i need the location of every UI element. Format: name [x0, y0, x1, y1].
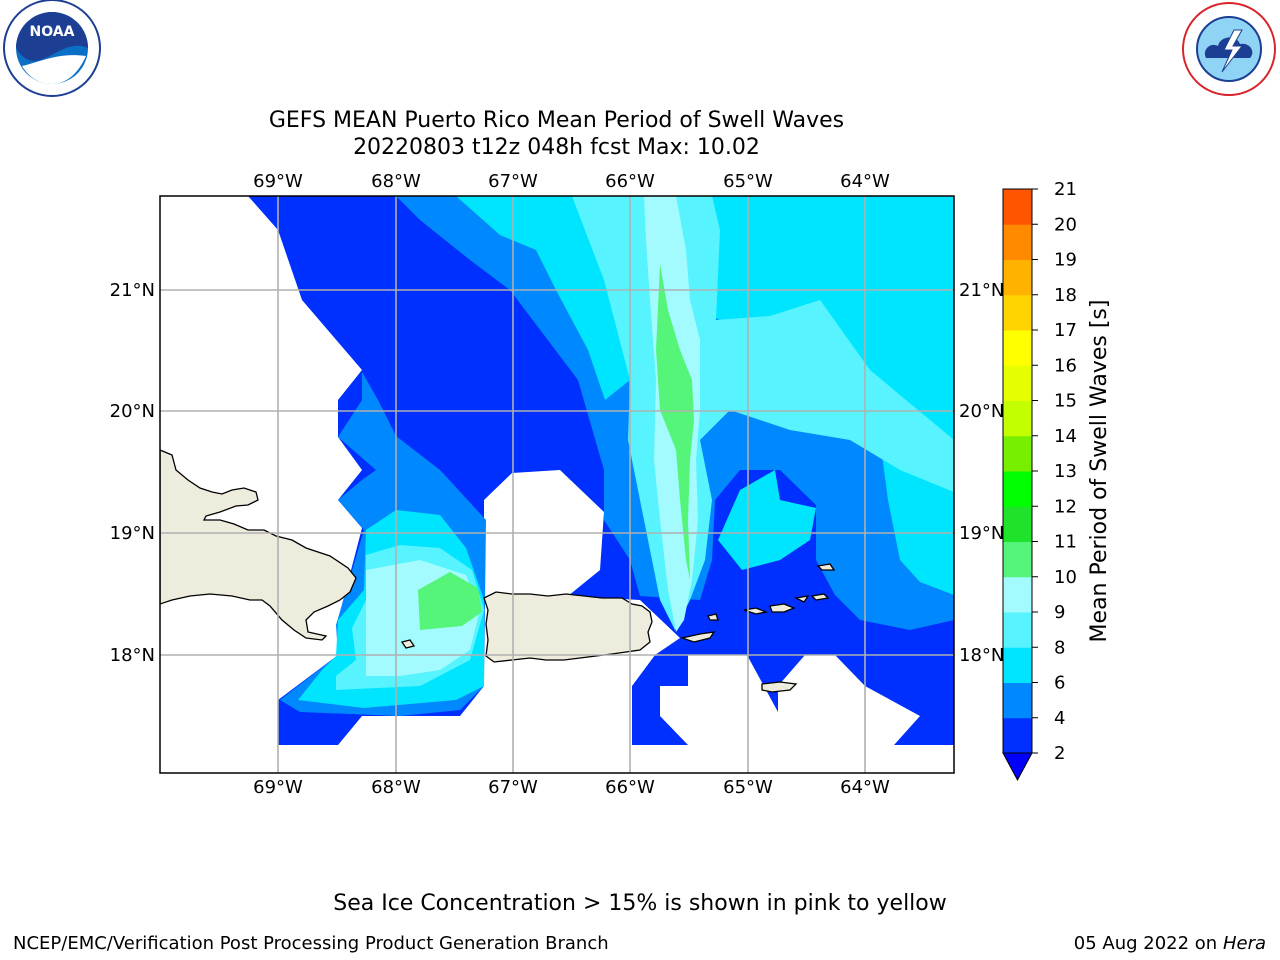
culebra	[707, 613, 719, 621]
colorbar-segment	[1003, 647, 1032, 683]
colorbar-segment	[1003, 612, 1032, 648]
sea-ice-caption: Sea Ice Concentration > 15% is shown in …	[333, 891, 947, 916]
colorbar-segment	[1003, 717, 1032, 754]
bvi-east	[793, 595, 810, 603]
colorbar-label: Mean Period of Swell Waves [s]	[1087, 300, 1112, 643]
land	[160, 449, 836, 693]
virgin-gorda	[810, 593, 830, 601]
colorbar-tick-label: 16	[1054, 355, 1077, 376]
colorbar-segment	[1003, 435, 1032, 472]
colorbar-segment	[1003, 259, 1032, 296]
colorbar-segment	[1003, 471, 1032, 507]
footer-date: 05 Aug 2022 on Hera	[1074, 933, 1266, 954]
colorbar-segment	[1003, 189, 1032, 225]
lat-label-left: 19°N	[110, 523, 155, 544]
anegada	[816, 563, 836, 571]
gridlines	[160, 196, 954, 773]
nws-logo	[1182, 2, 1276, 96]
colorbar-tick-label: 13	[1054, 461, 1077, 482]
footer-credit: NCEP/EMC/Verification Post Processing Pr…	[13, 933, 609, 954]
colorbar-tick-label: 18	[1054, 285, 1077, 306]
colorbar-tick-label: 14	[1054, 426, 1077, 447]
puerto-rico	[483, 591, 653, 663]
noaa-logo: NOAA	[3, 0, 101, 97]
colorbar-tick-label: 21	[1054, 179, 1077, 200]
lon-label-bottom: 67°W	[488, 777, 538, 798]
colorbar-tick-label: 6	[1054, 673, 1065, 694]
lon-label-bottom: 64°W	[840, 777, 890, 798]
band-10-11	[656, 264, 694, 580]
lat-label-right: 18°N	[959, 645, 1004, 666]
colorbar-tick-label: 12	[1054, 496, 1077, 517]
colorbar-segment	[1003, 682, 1032, 719]
lat-label-left: 20°N	[110, 401, 155, 422]
colorbar-segment	[1003, 400, 1032, 437]
colorbar-tick-label: 11	[1054, 532, 1077, 553]
colorbar-segment	[1003, 506, 1032, 542]
colorbar-segment	[1003, 541, 1032, 578]
colorbar: 2 4 6 8 9 10 11 12 13 14 15 16 17 18 19 20 21	[1002, 179, 1077, 782]
lon-label-top: 69°W	[253, 171, 303, 192]
band-6-8	[456, 196, 954, 595]
colorbar-tick-label: 9	[1054, 602, 1065, 623]
colorbar-segment	[1003, 576, 1032, 613]
lon-label-top: 68°W	[371, 171, 421, 192]
colorbar-tick-label: 17	[1054, 320, 1077, 341]
colorbar-tick-label: 2	[1054, 743, 1065, 764]
colorbar-segment	[1003, 365, 1032, 401]
st-croix	[761, 681, 798, 693]
lon-label-top: 66°W	[605, 171, 655, 192]
colorbar-segment	[1003, 224, 1032, 260]
lat-label-right: 20°N	[959, 401, 1004, 422]
lon-label-bottom: 69°W	[253, 777, 303, 798]
lon-label-bottom: 68°W	[371, 777, 421, 798]
swell-field	[248, 196, 954, 745]
colorbar-segment	[1003, 330, 1032, 366]
st-thomas	[743, 607, 769, 615]
footer-date-text: 05 Aug 2022 on	[1073, 933, 1218, 954]
mona-island	[400, 639, 416, 649]
vieques	[679, 631, 716, 643]
colorbar-tick-label: 4	[1054, 708, 1065, 729]
map-frame	[159, 195, 955, 774]
colorbar-tick-label: 19	[1054, 250, 1077, 271]
noaa-logo-text: NOAA	[30, 24, 75, 40]
map-subtitle: 20220803 t12z 048h fcst Max: 10.02	[353, 135, 760, 160]
footer-host: Hera	[1222, 933, 1266, 954]
colorbar-tick-label: 20	[1054, 214, 1077, 235]
colorbar-tick-label: 8	[1054, 637, 1065, 658]
lon-label-top: 64°W	[840, 171, 890, 192]
lat-label-right: 19°N	[959, 523, 1004, 544]
colorbar-segment	[1003, 294, 1032, 331]
lon-label-top: 65°W	[723, 171, 773, 192]
lon-label-top: 67°W	[488, 171, 538, 192]
lat-label-right: 21°N	[959, 280, 1004, 301]
colorbar-tick-label: 15	[1054, 391, 1077, 412]
colorbar-under-extension	[1002, 752, 1033, 782]
colorbar-tick-label: 10	[1054, 567, 1077, 588]
lon-label-bottom: 65°W	[723, 777, 773, 798]
lat-label-left: 21°N	[110, 280, 155, 301]
hispaniola	[160, 449, 357, 641]
band-10-11-b	[418, 572, 482, 630]
map-title: GEFS MEAN Puerto Rico Mean Period of Swe…	[268, 108, 845, 133]
lat-label-left: 18°N	[110, 645, 155, 666]
band-6-8-c	[718, 470, 816, 570]
st-john-tortola	[769, 603, 796, 613]
lon-label-bottom: 66°W	[605, 777, 655, 798]
